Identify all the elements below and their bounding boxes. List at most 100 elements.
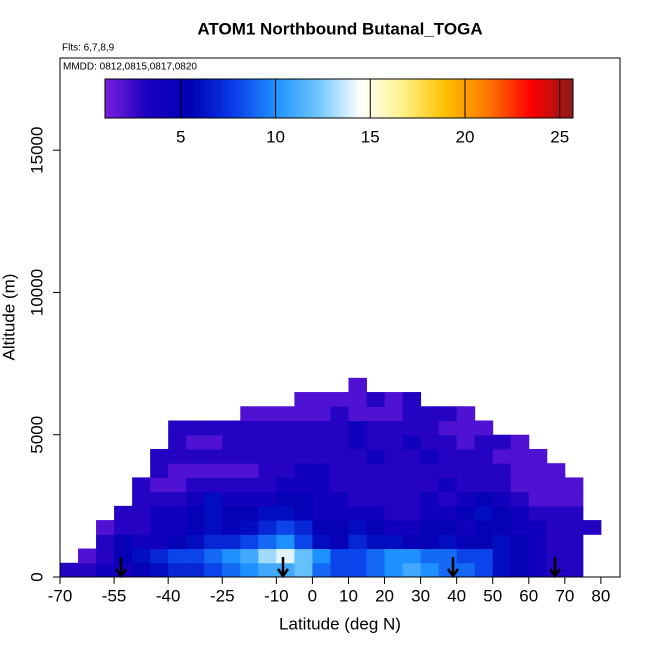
cell	[366, 534, 386, 550]
colorbar-swatch	[549, 79, 554, 118]
cell	[186, 534, 205, 550]
cell	[276, 434, 295, 450]
colorbar-swatch	[413, 79, 418, 118]
cell	[204, 420, 223, 436]
cell	[420, 420, 440, 436]
y-tick-label: 10000	[27, 269, 46, 316]
cell	[474, 463, 494, 478]
colorbar-swatch	[445, 79, 450, 118]
cell	[474, 534, 494, 550]
colorbar-swatch	[201, 79, 206, 118]
cell	[366, 477, 386, 493]
flight-markers	[114, 557, 562, 579]
cell	[168, 505, 187, 521]
cell	[294, 491, 313, 507]
cell	[312, 562, 331, 578]
cell	[186, 505, 205, 521]
cell	[330, 463, 349, 478]
cell	[222, 520, 241, 535]
colorbar-swatch	[561, 79, 566, 118]
cell	[384, 534, 404, 550]
colorbar-swatch	[141, 79, 146, 118]
cell	[366, 505, 386, 521]
colorbar-swatch	[213, 79, 218, 118]
cell	[492, 463, 512, 478]
cell	[348, 377, 368, 393]
cell	[168, 477, 187, 493]
colorbar-swatch	[209, 79, 214, 118]
colorbar-swatch	[361, 79, 366, 118]
x-tick-label: 80	[591, 586, 610, 605]
cell	[384, 392, 404, 407]
cell	[564, 477, 584, 493]
cell	[348, 491, 368, 507]
colorbar-swatch	[177, 79, 182, 118]
y-tick-label: 5000	[27, 416, 46, 454]
cell	[186, 520, 205, 535]
colorbar-tick-label: 15	[361, 127, 380, 146]
cell	[312, 448, 331, 464]
colorbar-swatch	[517, 79, 522, 118]
cell	[96, 520, 115, 535]
cell	[222, 463, 241, 478]
x-tick-label: -40	[156, 586, 181, 605]
cell	[420, 548, 440, 564]
cell	[384, 420, 404, 436]
cell	[402, 520, 422, 535]
colorbar-swatch	[425, 79, 430, 118]
cell	[240, 463, 259, 478]
colorbar-swatch	[421, 79, 426, 118]
cell	[528, 505, 548, 521]
cell	[456, 420, 476, 436]
colorbar-swatch	[521, 79, 526, 118]
cell	[258, 505, 277, 521]
cell	[528, 448, 548, 464]
cell	[366, 406, 386, 422]
cell	[330, 505, 349, 521]
cell	[168, 434, 187, 450]
colorbar-swatch	[533, 79, 538, 118]
cell	[438, 448, 458, 464]
colorbar-swatch	[253, 79, 258, 118]
cell	[474, 491, 494, 507]
cell	[294, 434, 313, 450]
cell	[186, 477, 205, 493]
cell	[456, 548, 476, 564]
x-tick-label: 20	[375, 586, 394, 605]
colorbar-swatch	[505, 79, 510, 118]
cell	[78, 548, 97, 564]
cell	[384, 491, 404, 507]
cell	[330, 392, 349, 407]
colorbar-swatch	[161, 79, 166, 118]
cell	[348, 448, 368, 464]
cell	[294, 505, 313, 521]
colorbar-swatch	[537, 79, 542, 118]
cell	[114, 520, 133, 535]
colorbar-swatch	[545, 79, 550, 118]
colorbar-swatch	[109, 79, 114, 118]
cell	[222, 505, 241, 521]
cell	[330, 520, 349, 535]
cell	[528, 491, 548, 507]
colorbar-swatch	[369, 79, 374, 118]
cell	[204, 520, 223, 535]
cell	[402, 491, 422, 507]
colorbar-tick-label: 10	[266, 127, 285, 146]
cell	[294, 534, 313, 550]
colorbar-swatch	[169, 79, 174, 118]
cell	[456, 463, 476, 478]
cell	[492, 548, 512, 564]
y-tick-label: 15000	[27, 127, 46, 174]
colorbar-swatch	[289, 79, 294, 118]
cell	[186, 548, 205, 564]
cell	[240, 448, 259, 464]
cell	[312, 491, 331, 507]
cell	[492, 505, 512, 521]
cell	[564, 505, 584, 521]
cell	[546, 548, 566, 564]
cell	[402, 448, 422, 464]
colorbar-swatch	[265, 79, 270, 118]
colorbar-swatch	[129, 79, 134, 118]
colorbar-swatch	[449, 79, 454, 118]
cell	[420, 406, 440, 422]
